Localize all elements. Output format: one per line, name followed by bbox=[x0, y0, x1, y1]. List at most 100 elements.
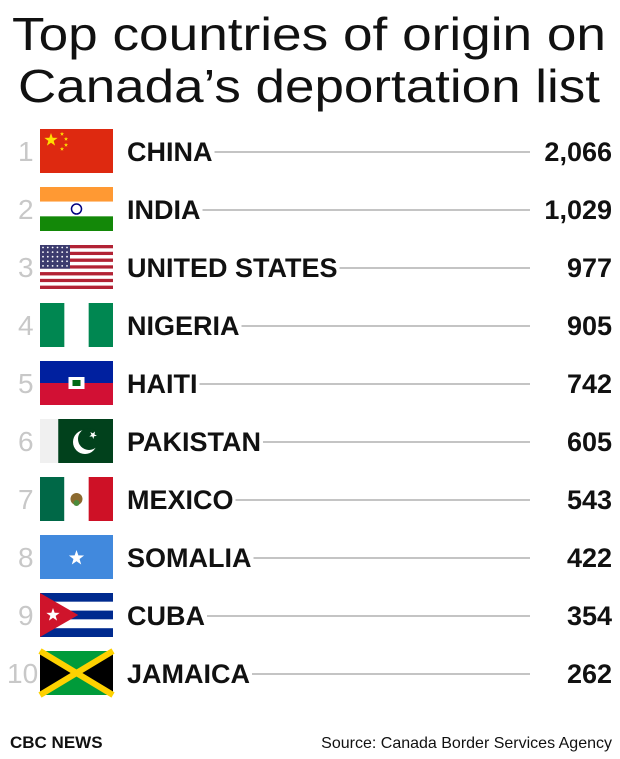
flag-emblem bbox=[73, 500, 80, 506]
country-name: HAITI bbox=[127, 369, 198, 399]
rank: 7 bbox=[18, 484, 34, 515]
flag-stripe bbox=[40, 201, 113, 217]
flag-star bbox=[66, 265, 68, 267]
flag-star bbox=[63, 142, 69, 147]
flag-stripe bbox=[40, 361, 113, 383]
flag-field bbox=[40, 129, 113, 173]
flag-star bbox=[61, 251, 64, 253]
flag-stripe bbox=[40, 601, 113, 611]
flag-star bbox=[56, 265, 59, 267]
flag-star bbox=[61, 265, 64, 267]
flag-star bbox=[42, 260, 44, 263]
flag-star bbox=[59, 131, 65, 136]
flag bbox=[40, 361, 113, 405]
flag-stripe bbox=[40, 258, 113, 262]
country-name: PAKISTAN bbox=[127, 427, 261, 457]
flag-star bbox=[66, 260, 68, 263]
rank: 10 bbox=[7, 658, 38, 689]
flag-star bbox=[66, 246, 68, 249]
flag-stripe bbox=[40, 251, 113, 256]
flag-stripe bbox=[40, 619, 113, 629]
country-name: CHINA bbox=[127, 137, 213, 167]
country-name: CUBA bbox=[127, 601, 205, 631]
flag-stripe bbox=[40, 245, 113, 249]
flag bbox=[40, 187, 113, 231]
flag-stripe bbox=[40, 278, 113, 283]
country-name: NIGERIA bbox=[127, 311, 240, 341]
flag bbox=[40, 477, 113, 521]
value: 262 bbox=[567, 659, 612, 689]
flag bbox=[40, 303, 113, 347]
flag-stripe bbox=[40, 383, 113, 405]
value: 354 bbox=[567, 601, 612, 631]
rank: 6 bbox=[18, 426, 34, 457]
title-line: Top countries of origin on bbox=[12, 8, 606, 60]
flag-star bbox=[44, 133, 58, 146]
flag-stripe bbox=[88, 477, 113, 521]
value: 543 bbox=[567, 485, 612, 515]
rank: 3 bbox=[18, 252, 34, 283]
flag-stripe bbox=[40, 419, 59, 463]
value: 977 bbox=[567, 253, 612, 283]
flag-star bbox=[42, 255, 44, 258]
rank: 5 bbox=[18, 368, 34, 399]
rank: 1 bbox=[18, 136, 34, 167]
flag-star bbox=[46, 608, 60, 621]
flag-star bbox=[68, 550, 85, 565]
flag-saltire bbox=[38, 648, 115, 698]
flag-star bbox=[66, 251, 68, 253]
flag-star bbox=[51, 265, 54, 267]
flag-star bbox=[56, 251, 59, 253]
flag-star bbox=[66, 255, 68, 258]
country-name: MEXICO bbox=[127, 485, 234, 515]
flag-star bbox=[56, 255, 59, 258]
country-name: UNITED STATES bbox=[127, 253, 338, 283]
flag-star bbox=[63, 136, 69, 141]
flag-stripe bbox=[40, 187, 113, 202]
flag bbox=[40, 419, 113, 463]
flag-triangle bbox=[40, 593, 79, 637]
flag-star bbox=[51, 246, 54, 249]
flag-star bbox=[46, 260, 49, 263]
country-name: SOMALIA bbox=[127, 543, 252, 573]
flag-stripe bbox=[88, 303, 113, 347]
rank: 8 bbox=[18, 542, 34, 573]
flag-stripe bbox=[40, 255, 113, 259]
flag-stripe bbox=[40, 275, 113, 279]
value: 905 bbox=[567, 311, 612, 341]
flag bbox=[40, 535, 113, 579]
flag-star bbox=[59, 146, 65, 151]
flag-stripe bbox=[40, 593, 113, 602]
flag-star bbox=[51, 255, 54, 258]
flag-stripe bbox=[40, 477, 65, 521]
flag-star bbox=[61, 255, 64, 258]
flag-star bbox=[51, 251, 54, 253]
flag-crescent bbox=[78, 428, 100, 450]
flag-stripe bbox=[40, 272, 113, 276]
flag-emblem bbox=[70, 493, 83, 505]
flag-star bbox=[42, 251, 44, 253]
flag-star bbox=[46, 265, 49, 267]
brand: CBC NEWS bbox=[10, 733, 103, 752]
flag-star bbox=[56, 246, 59, 249]
flag-star bbox=[46, 251, 49, 253]
flag-wheel bbox=[70, 203, 83, 215]
flag-stripe bbox=[40, 282, 113, 286]
flag-star bbox=[61, 246, 64, 249]
flag-star bbox=[61, 260, 64, 263]
value: 2,066 bbox=[544, 137, 612, 167]
rank: 4 bbox=[18, 310, 34, 341]
flag-stripe bbox=[40, 216, 113, 231]
flag bbox=[40, 129, 113, 173]
country-name: INDIA bbox=[127, 195, 201, 225]
flag-star bbox=[56, 260, 59, 263]
value: 605 bbox=[567, 427, 612, 457]
flag-stripe bbox=[40, 303, 65, 347]
flag-stripe bbox=[40, 628, 113, 637]
flag-canton bbox=[40, 245, 70, 269]
source: Source: Canada Border Services Agency bbox=[321, 735, 612, 752]
flag-stripe bbox=[40, 248, 113, 252]
flag-emblem bbox=[72, 380, 81, 386]
flag-stripe bbox=[40, 261, 113, 266]
